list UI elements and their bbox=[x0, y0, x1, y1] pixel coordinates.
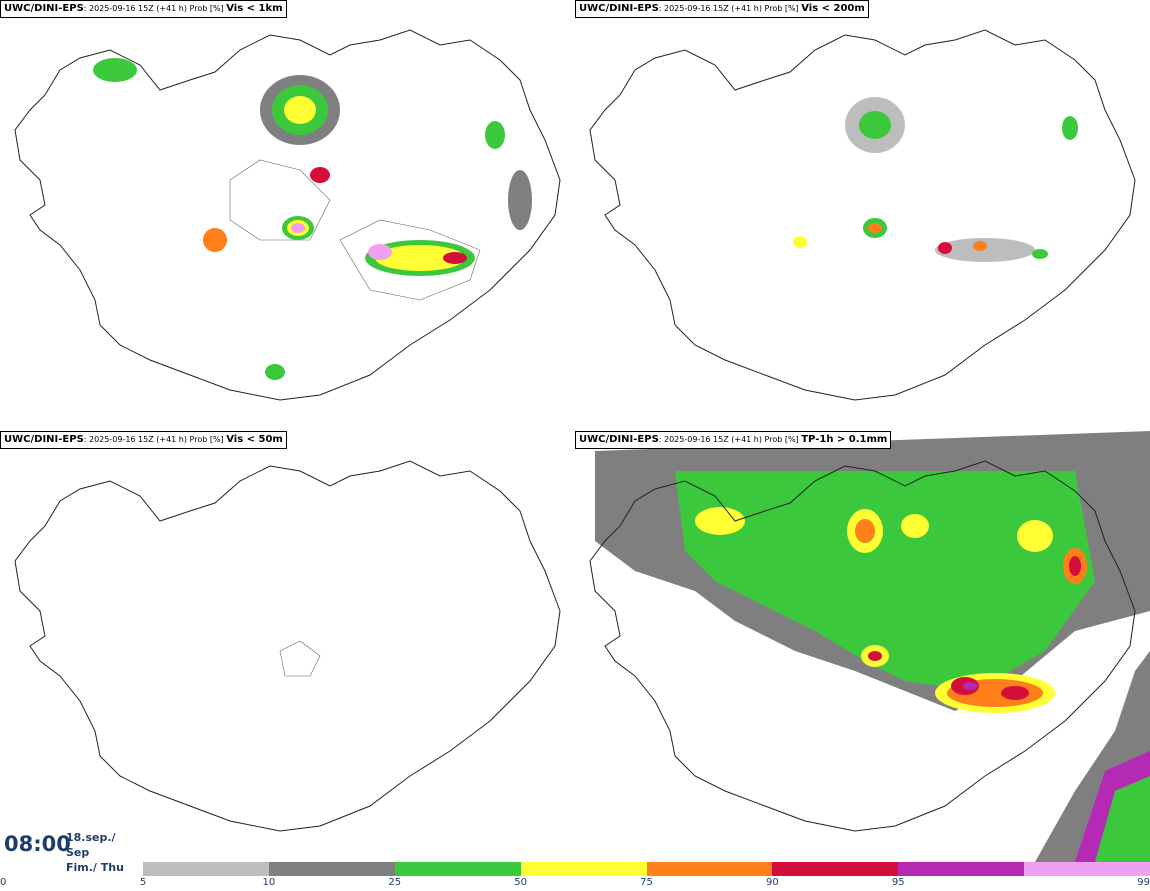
color-legend-bar bbox=[143, 862, 1150, 876]
probability-areas bbox=[93, 58, 532, 380]
iceland-outline bbox=[14, 460, 561, 832]
map-panel-tp-1h: UWC/DINI-EPS: 2025-09-16 15Z (+41 h) Pro… bbox=[575, 431, 1150, 862]
panel-title: UWC/DINI-EPS: 2025-09-16 15Z (+41 h) Pro… bbox=[0, 431, 287, 449]
legend-tick-label: 90 bbox=[766, 877, 779, 888]
legend-segment bbox=[394, 862, 522, 876]
panel-title: UWC/DINI-EPS: 2025-09-16 15Z (+41 h) Pro… bbox=[0, 0, 287, 18]
legend-segment bbox=[143, 862, 270, 876]
probability-areas bbox=[595, 431, 1150, 862]
map-canvas bbox=[14, 460, 561, 832]
legend-segment bbox=[268, 862, 396, 876]
map-canvas bbox=[589, 29, 1136, 401]
panel-title: UWC/DINI-EPS: 2025-09-16 15Z (+41 h) Pro… bbox=[575, 431, 892, 449]
legend-segment bbox=[772, 862, 899, 876]
panel-title: UWC/DINI-EPS: 2025-09-16 15Z (+41 h) Pro… bbox=[575, 0, 869, 18]
legend-tick-labels: 0 5 10 25 50 75 90 95 99 bbox=[0, 877, 1150, 891]
legend-segment bbox=[520, 862, 647, 876]
iceland-outline bbox=[14, 29, 561, 401]
valid-time: 08:00 bbox=[4, 832, 71, 856]
legend-tick-label: 50 bbox=[514, 877, 527, 888]
map-panel-vis-200m: UWC/DINI-EPS: 2025-09-16 15Z (+41 h) Pro… bbox=[575, 0, 1150, 431]
map-canvas bbox=[14, 29, 561, 401]
legend-tick-label: 99 bbox=[1137, 877, 1150, 888]
iceland-outline bbox=[589, 460, 1136, 832]
legend-segment bbox=[898, 862, 1025, 876]
map-canvas bbox=[589, 431, 1150, 862]
legend-tick-label: 95 bbox=[891, 877, 905, 888]
legend-tick-label: 10 bbox=[262, 877, 276, 888]
legend-tick-label: 0 bbox=[0, 877, 7, 888]
map-panel-vis-50m: UWC/DINI-EPS: 2025-09-16 15Z (+41 h) Pro… bbox=[0, 431, 575, 862]
valid-date: 18.sep./ Sep Fim./ Thu bbox=[66, 831, 124, 874]
legend-segment bbox=[646, 862, 773, 876]
legend-tick-label: 25 bbox=[388, 877, 402, 888]
legend-tick-label: 75 bbox=[640, 877, 653, 888]
valid-time-box: 08:00 18.sep./ Sep Fim./ Thu bbox=[0, 826, 142, 874]
map-panel-vis-1km: UWC/DINI-EPS: 2025-09-16 15Z (+41 h) Pro… bbox=[0, 0, 575, 431]
legend-tick-label: 5 bbox=[139, 877, 147, 888]
legend-segment bbox=[1024, 862, 1150, 876]
iceland-outline bbox=[589, 29, 1136, 401]
probability-areas bbox=[793, 97, 1078, 262]
